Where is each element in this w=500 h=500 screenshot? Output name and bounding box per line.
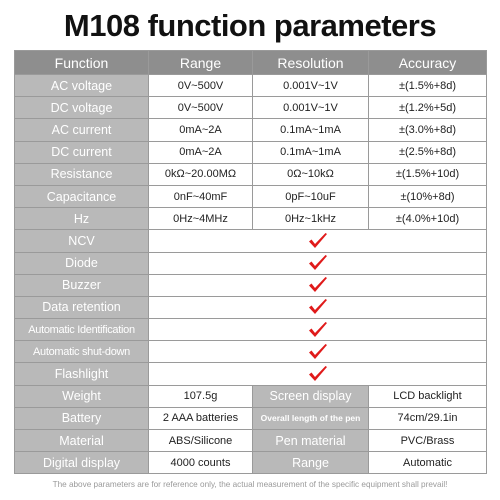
function-label: AC voltage bbox=[14, 73, 149, 98]
header-range: Range bbox=[148, 50, 253, 75]
red-check-mark-icon bbox=[308, 232, 327, 248]
spec-value: 4000 counts bbox=[148, 451, 253, 475]
parameters-table: Function Range Resolution Accuracy AC vo… bbox=[14, 50, 487, 475]
function-label: Resistance bbox=[14, 162, 149, 186]
header-resolution: Resolution bbox=[252, 50, 369, 75]
spec-label: Weight bbox=[14, 384, 149, 408]
spec-row: Weight 107.5g Screen display LCD backlig… bbox=[14, 384, 487, 408]
feature-row: Flashlight bbox=[14, 362, 487, 386]
feature-row: Buzzer bbox=[14, 273, 487, 297]
page-title: M108 function parameters bbox=[63, 8, 437, 43]
header-function: Function bbox=[14, 50, 149, 75]
table-row: Hz 0Hz~4MHz 0Hz~1kHz ±(4.0%+10d) bbox=[14, 207, 487, 231]
red-check-mark-icon bbox=[308, 343, 327, 359]
spec-row: Digital display 4000 counts Range Automa… bbox=[14, 451, 487, 475]
resolution-value: 0pF~10uF bbox=[252, 184, 369, 209]
feature-label: Automatic Identification bbox=[14, 318, 149, 342]
spec-label: Screen display bbox=[252, 384, 369, 408]
feature-label: Data retention bbox=[14, 295, 149, 320]
feature-supported-cell bbox=[148, 318, 487, 342]
feature-row: Diode bbox=[14, 251, 487, 275]
spec-value: Automatic bbox=[368, 451, 487, 475]
table-row: Capacitance 0nF~40mF 0pF~10uF ±(10%+8d) bbox=[14, 184, 487, 209]
feature-supported-cell bbox=[148, 340, 487, 364]
accuracy-value: ±(1.5%+10d) bbox=[368, 162, 487, 186]
function-label: DC current bbox=[14, 140, 149, 164]
feature-row: NCV bbox=[14, 229, 487, 253]
function-label: AC current bbox=[14, 118, 149, 142]
function-label: DC voltage bbox=[14, 96, 149, 120]
spec-label: Digital display bbox=[14, 451, 149, 475]
range-value: 0nF~40mF bbox=[148, 184, 253, 209]
red-check-mark-icon bbox=[308, 321, 327, 337]
feature-row: Automatic shut-down bbox=[14, 340, 487, 364]
accuracy-value: ±(10%+8d) bbox=[368, 184, 487, 209]
spec-label: Range bbox=[252, 451, 369, 475]
range-value: 0mA~2A bbox=[148, 140, 253, 164]
spec-value: 107.5g bbox=[148, 384, 253, 408]
accuracy-value: ±(1.2%+5d) bbox=[368, 96, 487, 120]
resolution-value: 0.1mA~1mA bbox=[252, 140, 369, 164]
range-value: 0V~500V bbox=[148, 96, 253, 120]
feature-supported-cell bbox=[148, 362, 487, 386]
table-row: AC voltage 0V~500V 0.001V~1V ±(1.5%+8d) bbox=[14, 73, 487, 98]
resolution-value: 0.001V~1V bbox=[252, 73, 369, 98]
range-value: 0V~500V bbox=[148, 73, 253, 98]
function-label: Hz bbox=[14, 207, 149, 231]
spec-label: Overall length of the pen bbox=[252, 406, 369, 431]
feature-supported-cell bbox=[148, 273, 487, 297]
table-header-row: Function Range Resolution Accuracy bbox=[14, 50, 487, 75]
table-row: AC current 0mA~2A 0.1mA~1mA ±(3.0%+8d) bbox=[14, 118, 487, 142]
spec-row: Battery 2 AAA batteries Overall length o… bbox=[14, 406, 487, 431]
accuracy-value: ±(3.0%+8d) bbox=[368, 118, 487, 142]
feature-label: NCV bbox=[14, 229, 149, 253]
resolution-value: 0Hz~1kHz bbox=[252, 207, 369, 231]
spec-value: PVC/Brass bbox=[368, 428, 487, 453]
disclaimer-footnote: The above parameters are for reference o… bbox=[52, 480, 448, 489]
feature-label: Automatic shut-down bbox=[14, 340, 149, 364]
feature-label: Buzzer bbox=[14, 273, 149, 297]
function-label: Capacitance bbox=[14, 184, 149, 209]
spec-label: Pen material bbox=[252, 428, 369, 453]
spec-label: Battery bbox=[14, 406, 149, 431]
feature-supported-cell bbox=[148, 229, 487, 253]
resolution-value: 0Ω~10kΩ bbox=[252, 162, 369, 186]
spec-row: Material ABS/Silicone Pen material PVC/B… bbox=[14, 428, 487, 453]
spec-value: LCD backlight bbox=[368, 384, 487, 408]
feature-supported-cell bbox=[148, 251, 487, 275]
red-check-mark-icon bbox=[308, 299, 327, 315]
range-value: 0Hz~4MHz bbox=[148, 207, 253, 231]
resolution-value: 0.001V~1V bbox=[252, 96, 369, 120]
red-check-mark-icon bbox=[308, 366, 327, 382]
feature-supported-cell bbox=[148, 295, 487, 320]
table-row: DC current 0mA~2A 0.1mA~1mA ±(2.5%+8d) bbox=[14, 140, 487, 164]
feature-row: Data retention bbox=[14, 295, 487, 320]
accuracy-value: ±(1.5%+8d) bbox=[368, 73, 487, 98]
accuracy-value: ±(4.0%+10d) bbox=[368, 207, 487, 231]
feature-label: Diode bbox=[14, 251, 149, 275]
range-value: 0kΩ~20.00MΩ bbox=[148, 162, 253, 186]
spec-value: 74cm/29.1in bbox=[368, 406, 487, 431]
table-row: DC voltage 0V~500V 0.001V~1V ±(1.2%+5d) bbox=[14, 96, 487, 120]
resolution-value: 0.1mA~1mA bbox=[252, 118, 369, 142]
red-check-mark-icon bbox=[308, 255, 327, 271]
red-check-mark-icon bbox=[308, 277, 327, 293]
spec-value: 2 AAA batteries bbox=[148, 406, 253, 431]
accuracy-value: ±(2.5%+8d) bbox=[368, 140, 487, 164]
table-row: Resistance 0kΩ~20.00MΩ 0Ω~10kΩ ±(1.5%+10… bbox=[14, 162, 487, 186]
spec-label: Material bbox=[14, 428, 149, 453]
spec-value: ABS/Silicone bbox=[148, 428, 253, 453]
range-value: 0mA~2A bbox=[148, 118, 253, 142]
header-accuracy: Accuracy bbox=[368, 50, 487, 75]
feature-label: Flashlight bbox=[14, 362, 149, 386]
feature-row: Automatic Identification bbox=[14, 318, 487, 342]
